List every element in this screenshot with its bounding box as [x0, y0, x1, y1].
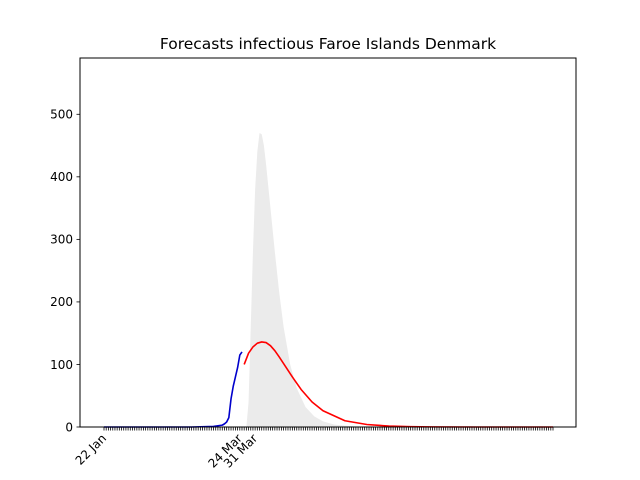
y-tick-label: 100 — [50, 358, 73, 372]
chart-title: Forecasts infectious Faroe Islands Denma… — [160, 35, 496, 53]
y-tick-label: 200 — [50, 295, 73, 309]
y-tick-label: 400 — [50, 170, 73, 184]
plot-frame — [79, 57, 577, 428]
confidence-band — [246, 133, 553, 428]
confidence-band-layer — [246, 133, 553, 428]
series-layer — [104, 341, 553, 428]
y-ticks-layer: 0 100 200 300 400 500 — [50, 108, 80, 434]
x-tick-label: 22 Jan — [73, 431, 109, 467]
y-tick-label: 0 — [65, 420, 73, 434]
observed-series-line — [104, 351, 243, 428]
y-tick-label: 300 — [50, 233, 73, 247]
y-tick-label: 500 — [50, 108, 73, 122]
